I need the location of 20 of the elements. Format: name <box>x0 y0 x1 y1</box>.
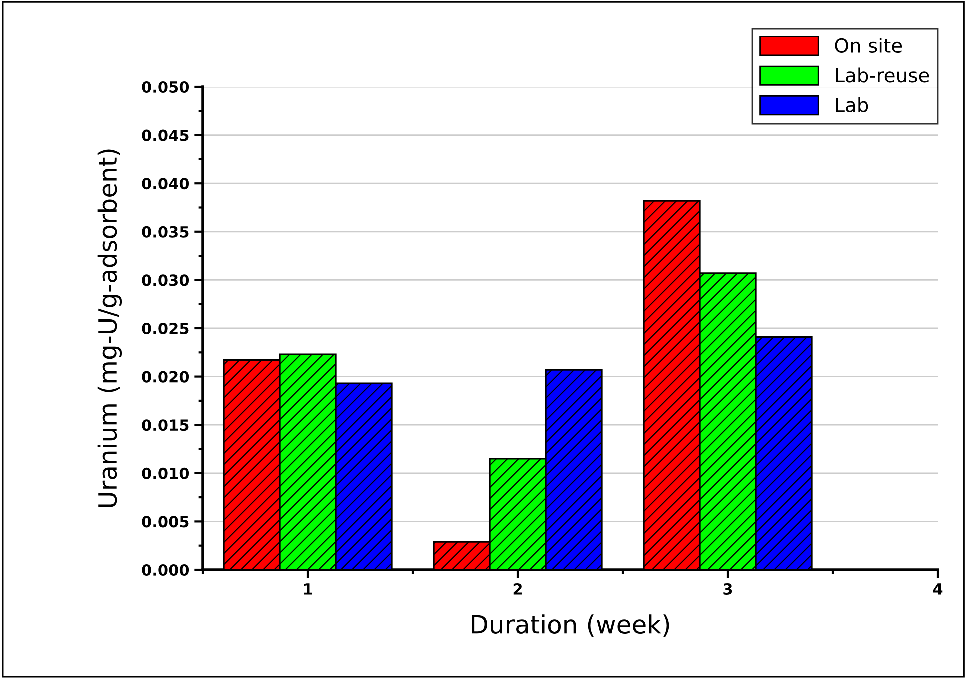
x-axis-title: Duration (week) <box>472 614 670 637</box>
y-tick-label: 0.015 <box>142 420 189 432</box>
x-tick-label: 2 <box>514 583 522 595</box>
x-tick-label: 3 <box>724 583 732 596</box>
y-tick-label: 0.045 <box>142 130 189 142</box>
y-axis-title: Uranium (mg-U/g-adsorbent) <box>98 150 122 508</box>
x-tick-label: 4 <box>933 584 943 595</box>
y-tick-label: 0.030 <box>142 274 190 286</box>
y-tick-label: 0.000 <box>142 564 190 576</box>
x-tick-label: 1 <box>304 584 312 595</box>
y-tick-label: 0.040 <box>142 178 190 190</box>
y-tick-label: 0.035 <box>142 226 189 238</box>
y-tick-label: 0.020 <box>142 371 190 383</box>
legend-label: Lab <box>836 97 868 112</box>
y-tick-label: 0.050 <box>142 81 190 94</box>
y-tick-label: 0.005 <box>142 516 189 528</box>
y-tick-label: 0.025 <box>142 322 189 335</box>
y-tick-label: 0.010 <box>142 468 190 480</box>
legend-label: Lab-reuse <box>836 68 930 83</box>
legend-label: On site <box>835 38 902 54</box>
